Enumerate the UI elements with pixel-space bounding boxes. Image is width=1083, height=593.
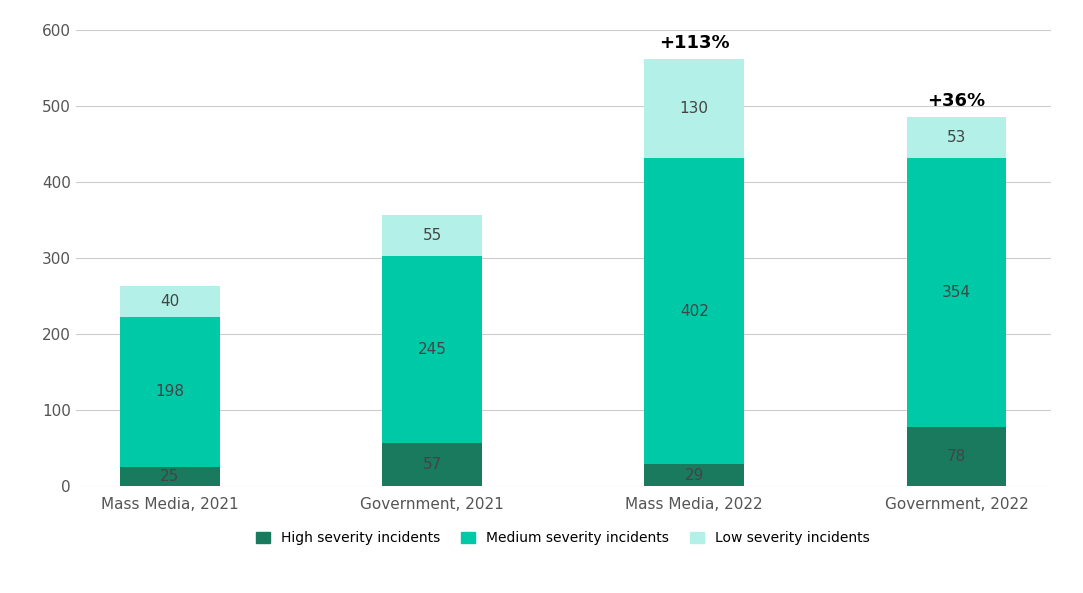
Text: +36%: +36% [927, 91, 986, 110]
Text: 130: 130 [680, 101, 708, 116]
Bar [120, 317, 220, 467]
Bar [382, 443, 482, 486]
Text: 402: 402 [680, 304, 708, 318]
Bar [120, 286, 220, 317]
Text: 78: 78 [947, 449, 966, 464]
Text: 29: 29 [684, 468, 704, 483]
Bar [644, 59, 744, 158]
Text: 354: 354 [942, 285, 970, 299]
Bar [644, 158, 744, 464]
Bar [906, 117, 1006, 158]
Bar [382, 215, 482, 256]
Text: 198: 198 [156, 384, 184, 400]
Bar [644, 464, 744, 486]
Legend: High severity incidents, Medium severity incidents, Low severity incidents: High severity incidents, Medium severity… [249, 524, 877, 552]
Bar [120, 467, 220, 486]
Text: 25: 25 [160, 469, 180, 484]
Text: 40: 40 [160, 294, 180, 309]
Bar [382, 256, 482, 443]
Text: +113%: +113% [658, 34, 730, 52]
Text: 57: 57 [422, 457, 442, 472]
Text: 245: 245 [418, 342, 446, 357]
Text: 53: 53 [947, 130, 966, 145]
Bar [906, 427, 1006, 486]
Bar [906, 158, 1006, 427]
Text: 55: 55 [422, 228, 442, 243]
